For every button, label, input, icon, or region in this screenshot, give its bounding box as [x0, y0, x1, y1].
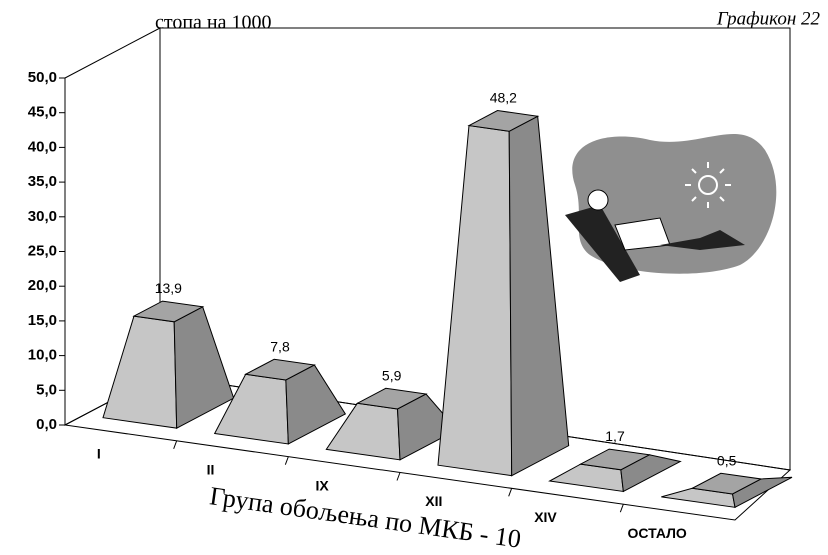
bar-top [690, 472, 763, 495]
category-separator [173, 440, 178, 450]
y-tick-label: 5,0 [36, 381, 57, 398]
y-tick-label: 25,0 [28, 242, 57, 259]
clipart-rays [685, 162, 731, 208]
bar-top [132, 300, 205, 323]
clipart-hills [660, 230, 745, 250]
bar-front [102, 315, 178, 429]
category-separator [396, 472, 401, 481]
clipart-chair [565, 205, 640, 282]
y-tick-label: 10,0 [28, 347, 57, 364]
clipart-head [587, 189, 609, 211]
clipart-sun [698, 175, 718, 195]
bar-top [579, 448, 651, 471]
category-separator [619, 503, 624, 513]
x-tick-label: II [207, 461, 215, 477]
y-tick-label: 40,0 [28, 138, 57, 155]
chart-title: Графикон 22 [716, 8, 821, 29]
bar-top [467, 110, 540, 132]
x-tick-label: XII [425, 493, 442, 509]
bar-top [355, 387, 428, 410]
x-tick-label: I [97, 446, 101, 462]
value-label: 1,7 [605, 428, 625, 444]
value-label: 5,9 [382, 367, 402, 383]
bar-top [244, 358, 316, 381]
bar-side [508, 115, 570, 477]
bar-side [173, 306, 235, 429]
value-label: 13,9 [155, 280, 182, 296]
y-axis-label: стопа на 1000 [155, 12, 272, 34]
y-tick-label: 35,0 [28, 173, 57, 190]
y-tick-label: 20,0 [28, 277, 57, 294]
y-tick-label: 45,0 [28, 104, 57, 121]
y-tick-label: 30,0 [28, 208, 57, 225]
x-tick-label: ОСТАЛО [628, 525, 687, 541]
value-label: 0,5 [717, 452, 737, 468]
category-separator [284, 456, 289, 465]
clipart [565, 134, 777, 282]
bar-front [437, 124, 513, 477]
value-label: 7,8 [270, 338, 290, 354]
x-tick-label: IX [316, 477, 330, 493]
value-label: 48,2 [490, 90, 517, 106]
y-tick-label: 50,0 [28, 69, 57, 86]
y-tick-label: 0,0 [36, 416, 57, 433]
y-tick-label: 15,0 [28, 312, 57, 329]
walls [63, 27, 792, 521]
x-tick-label: XIV [534, 509, 557, 525]
x-axis-label: Група обољења по МКБ - 10 [208, 481, 523, 553]
category-separator [508, 488, 513, 497]
bar-side [285, 364, 347, 445]
